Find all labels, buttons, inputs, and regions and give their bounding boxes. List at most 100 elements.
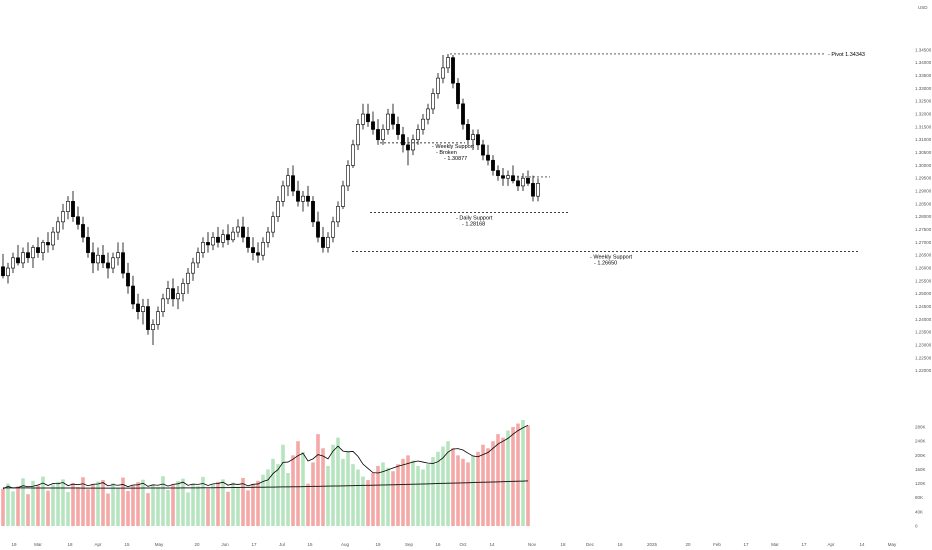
time-tick-label: 17 xyxy=(743,542,749,547)
volume-bar xyxy=(356,469,360,526)
candle-body xyxy=(356,124,360,146)
volume-bar xyxy=(336,437,340,526)
candle-body xyxy=(381,129,385,141)
candle-body xyxy=(31,247,35,259)
time-tick-label: Oct xyxy=(459,542,467,547)
candle-body xyxy=(291,175,295,192)
price-tick-label: 1.25500 xyxy=(915,278,932,283)
weekly-support-label: - Weekly Support xyxy=(590,254,633,260)
volume-bar xyxy=(181,478,185,526)
candle-body xyxy=(196,252,200,264)
candle-body xyxy=(326,236,330,248)
candle-body xyxy=(161,298,165,312)
candle-body xyxy=(431,93,435,110)
candle-body xyxy=(511,175,515,182)
volume-bar xyxy=(86,489,90,526)
candle-body xyxy=(106,262,110,269)
volume-bar xyxy=(46,490,50,526)
volume-bar xyxy=(381,462,385,526)
volume-bar xyxy=(391,471,395,526)
time-tick-label: 20 xyxy=(194,542,200,547)
price-tick-label: 1.33000 xyxy=(915,86,932,91)
volume-bar xyxy=(351,464,355,526)
pivot-label: - Pivot 1.34343 xyxy=(828,52,865,58)
candle-body xyxy=(21,252,25,264)
candle-body xyxy=(266,231,270,243)
price-tick-label: 1.22500 xyxy=(915,355,932,360)
candle-body xyxy=(276,201,280,218)
candle-body xyxy=(451,57,455,84)
time-tick-label: 15 xyxy=(307,542,313,547)
time-tick-label: Apr xyxy=(827,542,835,547)
volume-bar xyxy=(71,482,75,526)
candle-body xyxy=(261,242,265,256)
volume-bar xyxy=(56,481,60,526)
candle-body xyxy=(11,257,15,269)
volume-bar xyxy=(186,492,190,526)
candle-body xyxy=(191,262,195,274)
volume-bar xyxy=(106,493,110,526)
candle-body xyxy=(206,242,210,246)
volume-bar xyxy=(16,486,20,526)
candle-body xyxy=(36,247,40,253)
candle-body xyxy=(486,154,490,161)
volume-bar xyxy=(111,483,115,526)
volume-bar xyxy=(91,485,95,526)
volume-bar xyxy=(416,465,420,526)
price-axis: 1.34500 1.34000 1.33500 1.33000 1.32500 1.320… xyxy=(915,47,932,373)
candle-body xyxy=(506,175,510,179)
volume-bar xyxy=(361,476,365,526)
time-tick-label: 18 xyxy=(67,542,73,547)
time-tick-label: 18 xyxy=(560,542,566,547)
time-tick-label: Mar xyxy=(771,542,779,547)
volume-bar xyxy=(286,473,290,526)
volume-bar xyxy=(276,464,280,526)
volume-bar xyxy=(126,491,130,526)
price-tick-label: 1.31000 xyxy=(915,137,932,142)
candle-body xyxy=(46,242,50,246)
candle-body xyxy=(351,144,355,166)
volume-bar xyxy=(101,480,105,526)
candle-body xyxy=(171,288,175,300)
candle-body xyxy=(296,190,300,202)
time-tick-label: 2025 xyxy=(647,542,658,547)
volume-bar xyxy=(1,488,5,526)
time-tick-label: Sep xyxy=(405,542,414,547)
candle-body xyxy=(96,254,100,264)
candle-body xyxy=(6,267,10,277)
volume-bar xyxy=(171,484,175,526)
daily-support-value: - 1.28168 xyxy=(462,221,485,227)
volume-bar xyxy=(76,487,80,526)
price-tick-label: 1.26000 xyxy=(915,266,932,271)
time-tick-label: 16 xyxy=(435,542,441,547)
volume-tick-label: 0 xyxy=(915,524,918,529)
candle-body xyxy=(401,134,405,146)
candle-body xyxy=(236,226,240,233)
volume-bar xyxy=(476,451,480,526)
volume-bar xyxy=(516,423,520,526)
volume-tick-label: 240K xyxy=(915,439,926,444)
price-tick-label: 1.24000 xyxy=(915,317,932,322)
volume-bar xyxy=(321,448,325,526)
candle-body xyxy=(131,285,135,305)
candle-body xyxy=(271,216,275,233)
candle-body xyxy=(316,221,320,238)
volume-tick-label: 40K xyxy=(915,509,923,514)
daily-support-label: - Daily Support xyxy=(456,215,493,221)
volume-bar xyxy=(146,493,150,526)
volume-bar xyxy=(216,481,220,526)
volume-bar xyxy=(231,482,235,526)
price-tick-label: 1.28500 xyxy=(915,201,932,206)
volume-bar xyxy=(161,476,165,526)
time-tick-label: Nov xyxy=(528,542,537,547)
volume-bar xyxy=(511,427,515,526)
candle-body xyxy=(216,236,220,243)
price-tick-label: 1.30500 xyxy=(915,150,932,155)
volume-bar xyxy=(256,480,260,526)
candle-body xyxy=(221,234,225,243)
volume-bar xyxy=(441,446,445,526)
volume-bar xyxy=(116,487,120,526)
weekly-support-value: - 1.26650 xyxy=(594,260,617,266)
time-tick-label: Dec xyxy=(586,542,595,547)
price-tick-label: 1.29000 xyxy=(915,189,932,194)
